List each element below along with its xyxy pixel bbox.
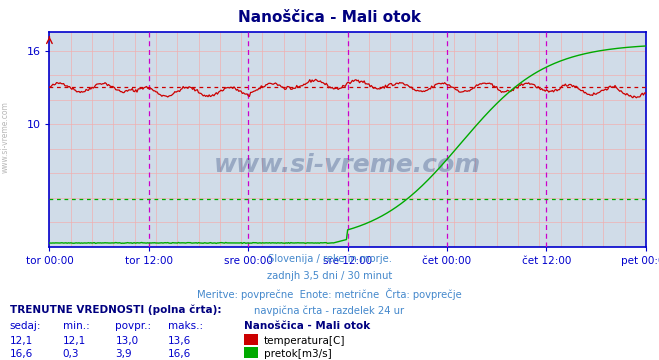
Text: www.si-vreme.com: www.si-vreme.com [214,153,481,177]
Text: temperatura[C]: temperatura[C] [264,336,345,346]
Text: 0,3: 0,3 [63,349,79,359]
Text: navpična črta - razdelek 24 ur: navpična črta - razdelek 24 ur [254,306,405,316]
Text: zadnjh 3,5 dni / 30 minut: zadnjh 3,5 dni / 30 minut [267,271,392,281]
Text: 12,1: 12,1 [10,336,33,346]
Text: pretok[m3/s]: pretok[m3/s] [264,349,331,359]
Text: povpr.:: povpr.: [115,321,152,331]
Text: 13,6: 13,6 [168,336,191,346]
Text: min.:: min.: [63,321,90,331]
Text: www.si-vreme.com: www.si-vreme.com [1,101,10,173]
Text: Nanoščica - Mali otok: Nanoščica - Mali otok [244,321,370,331]
Text: 12,1: 12,1 [63,336,86,346]
Text: maks.:: maks.: [168,321,203,331]
Text: sedaj:: sedaj: [10,321,42,331]
Text: 3,9: 3,9 [115,349,132,359]
Text: Slovenija / reke in morje.: Slovenija / reke in morje. [268,254,391,264]
Text: 13,0: 13,0 [115,336,138,346]
Text: 16,6: 16,6 [10,349,33,359]
Text: 16,6: 16,6 [168,349,191,359]
Text: Meritve: povprečne  Enote: metrične  Črta: povprečje: Meritve: povprečne Enote: metrične Črta:… [197,288,462,300]
Text: Nanoščica - Mali otok: Nanoščica - Mali otok [238,10,421,25]
Text: TRENUTNE VREDNOSTI (polna črta):: TRENUTNE VREDNOSTI (polna črta): [10,304,221,315]
